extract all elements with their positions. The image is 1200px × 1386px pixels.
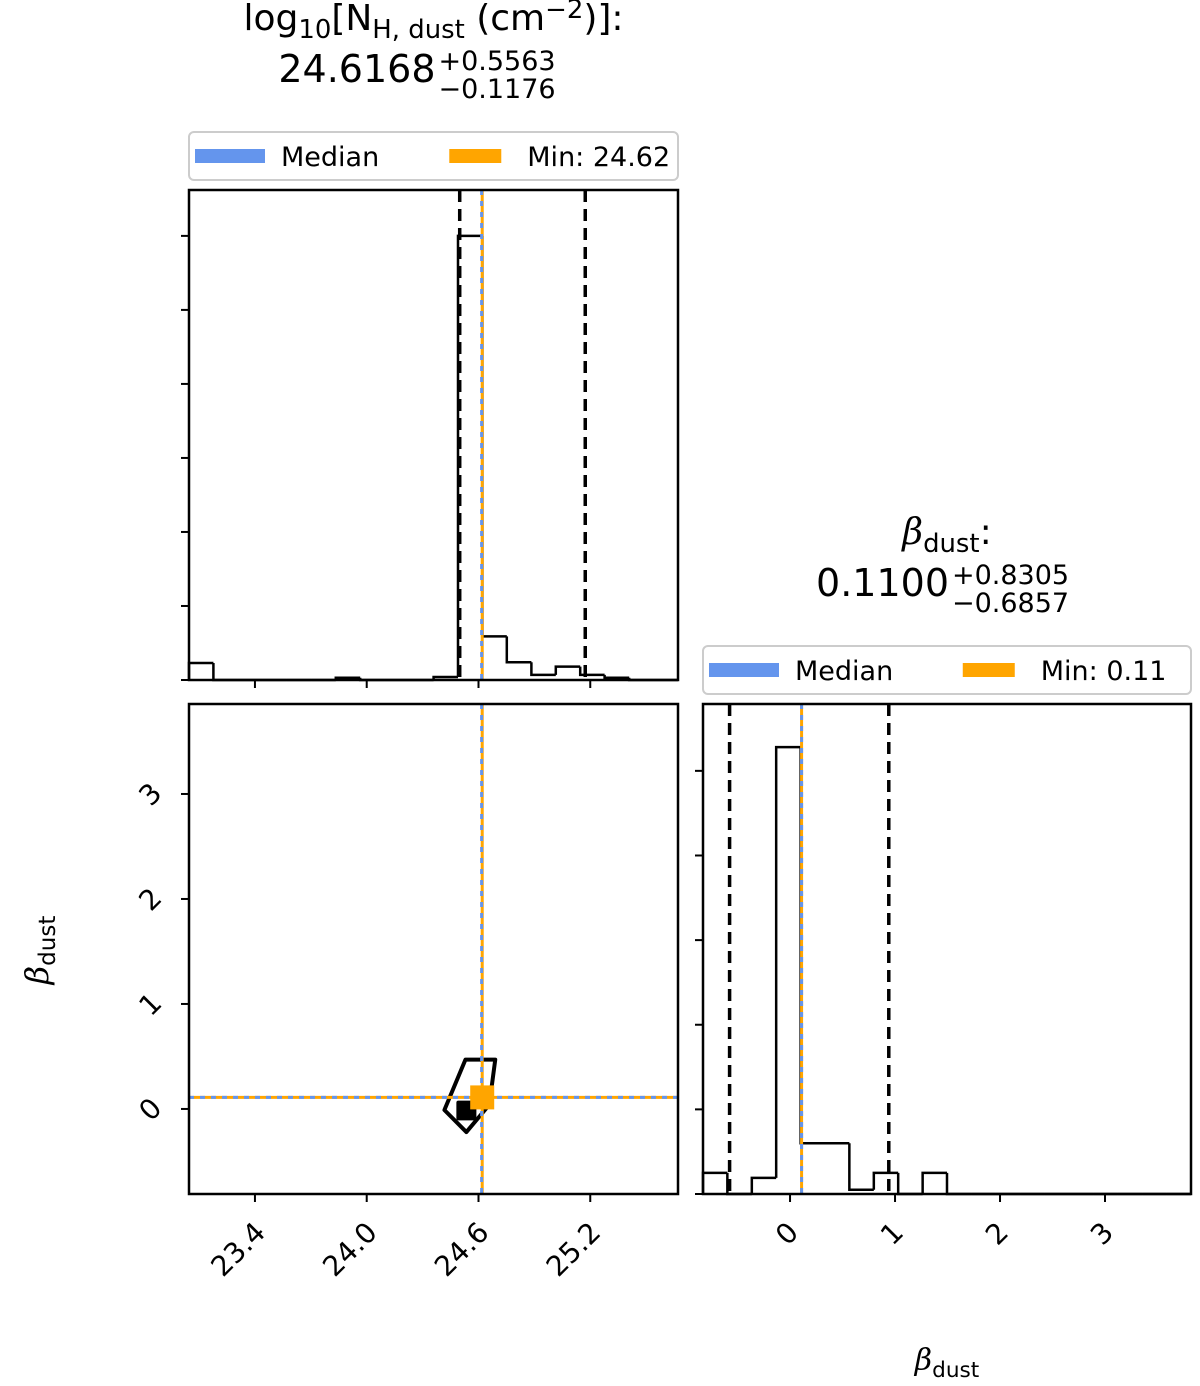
hist-step: [848, 1143, 874, 1192]
frame: [701, 702, 1193, 1196]
label: βdust:: [900, 512, 991, 559]
legend-label: Min: 0.11: [1041, 656, 1167, 687]
y-tick-label: 2: [132, 881, 168, 917]
hist-step: [212, 662, 238, 682]
label-part: H, dust: [372, 15, 464, 45]
label-part: :: [980, 512, 992, 553]
legend-box: [188, 131, 679, 181]
x-tick-label: 23.4: [204, 1216, 271, 1283]
title-value: 0.1100: [816, 561, 949, 605]
label-part: log: [243, 0, 298, 39]
title-err-plus: +0.8305: [952, 560, 1069, 591]
label: βdust: [18, 916, 61, 986]
y-tick-label: 3: [132, 776, 168, 812]
hist-step: [921, 1171, 947, 1194]
label: log10[NH, dust (cm−2)]:: [243, 0, 623, 45]
y-tick-label: 0: [132, 1091, 168, 1127]
x-tick-label: 1: [874, 1216, 910, 1252]
legend-label: Min: 24.62: [527, 142, 670, 173]
frame: [187, 188, 680, 682]
x-tick-label: 24.0: [316, 1216, 383, 1283]
x-tick-label: 2: [979, 1216, 1015, 1252]
hist-step: [945, 1172, 972, 1196]
title-err-minus: −0.1176: [439, 74, 556, 105]
hist-step: [896, 1172, 923, 1196]
legend-label: Median: [795, 656, 893, 687]
hist-step: [481, 235, 507, 638]
x-tick-label: 3: [1084, 1216, 1120, 1252]
label-part: −2: [545, 0, 583, 25]
title-err-minus: −0.6857: [952, 588, 1069, 619]
hist-step: [774, 745, 801, 1178]
label-part: β: [900, 512, 923, 553]
contour: [442, 1057, 498, 1135]
title-err-plus: +0.5563: [439, 46, 556, 77]
legend-label: Median: [281, 142, 379, 173]
y-tick-label: 1: [132, 986, 168, 1022]
label-part: (cm: [465, 0, 545, 39]
hist-step: [701, 1171, 728, 1194]
hist-step: [603, 674, 630, 680]
label-part: β: [914, 1343, 932, 1378]
hist-step: [505, 636, 532, 664]
label-part: [N: [331, 0, 372, 39]
label-part: )]:: [583, 0, 623, 39]
label-part: dust: [35, 916, 61, 966]
min-marker: [470, 1085, 495, 1110]
hist-step: [872, 1171, 899, 1190]
hist-step: [799, 747, 825, 1145]
label-part: dust: [923, 529, 980, 559]
label-part: dust: [932, 1358, 979, 1383]
legend-box: [702, 645, 1192, 695]
hist-step: [578, 666, 605, 677]
hist-step: [554, 665, 581, 675]
label-part: 10: [298, 15, 331, 45]
hist-step: [456, 234, 483, 678]
frame: [187, 702, 680, 1196]
x-tick-label: 25.2: [540, 1216, 607, 1283]
x-tick-label: 0: [769, 1216, 805, 1252]
hist-step: [187, 661, 214, 680]
label: βdust: [914, 1343, 979, 1383]
hist-step: [530, 662, 556, 677]
label-part: β: [18, 966, 56, 986]
hist-step: [750, 1176, 777, 1194]
title-value: 24.6168: [278, 47, 435, 91]
x-tick-label: 24.6: [428, 1216, 495, 1283]
